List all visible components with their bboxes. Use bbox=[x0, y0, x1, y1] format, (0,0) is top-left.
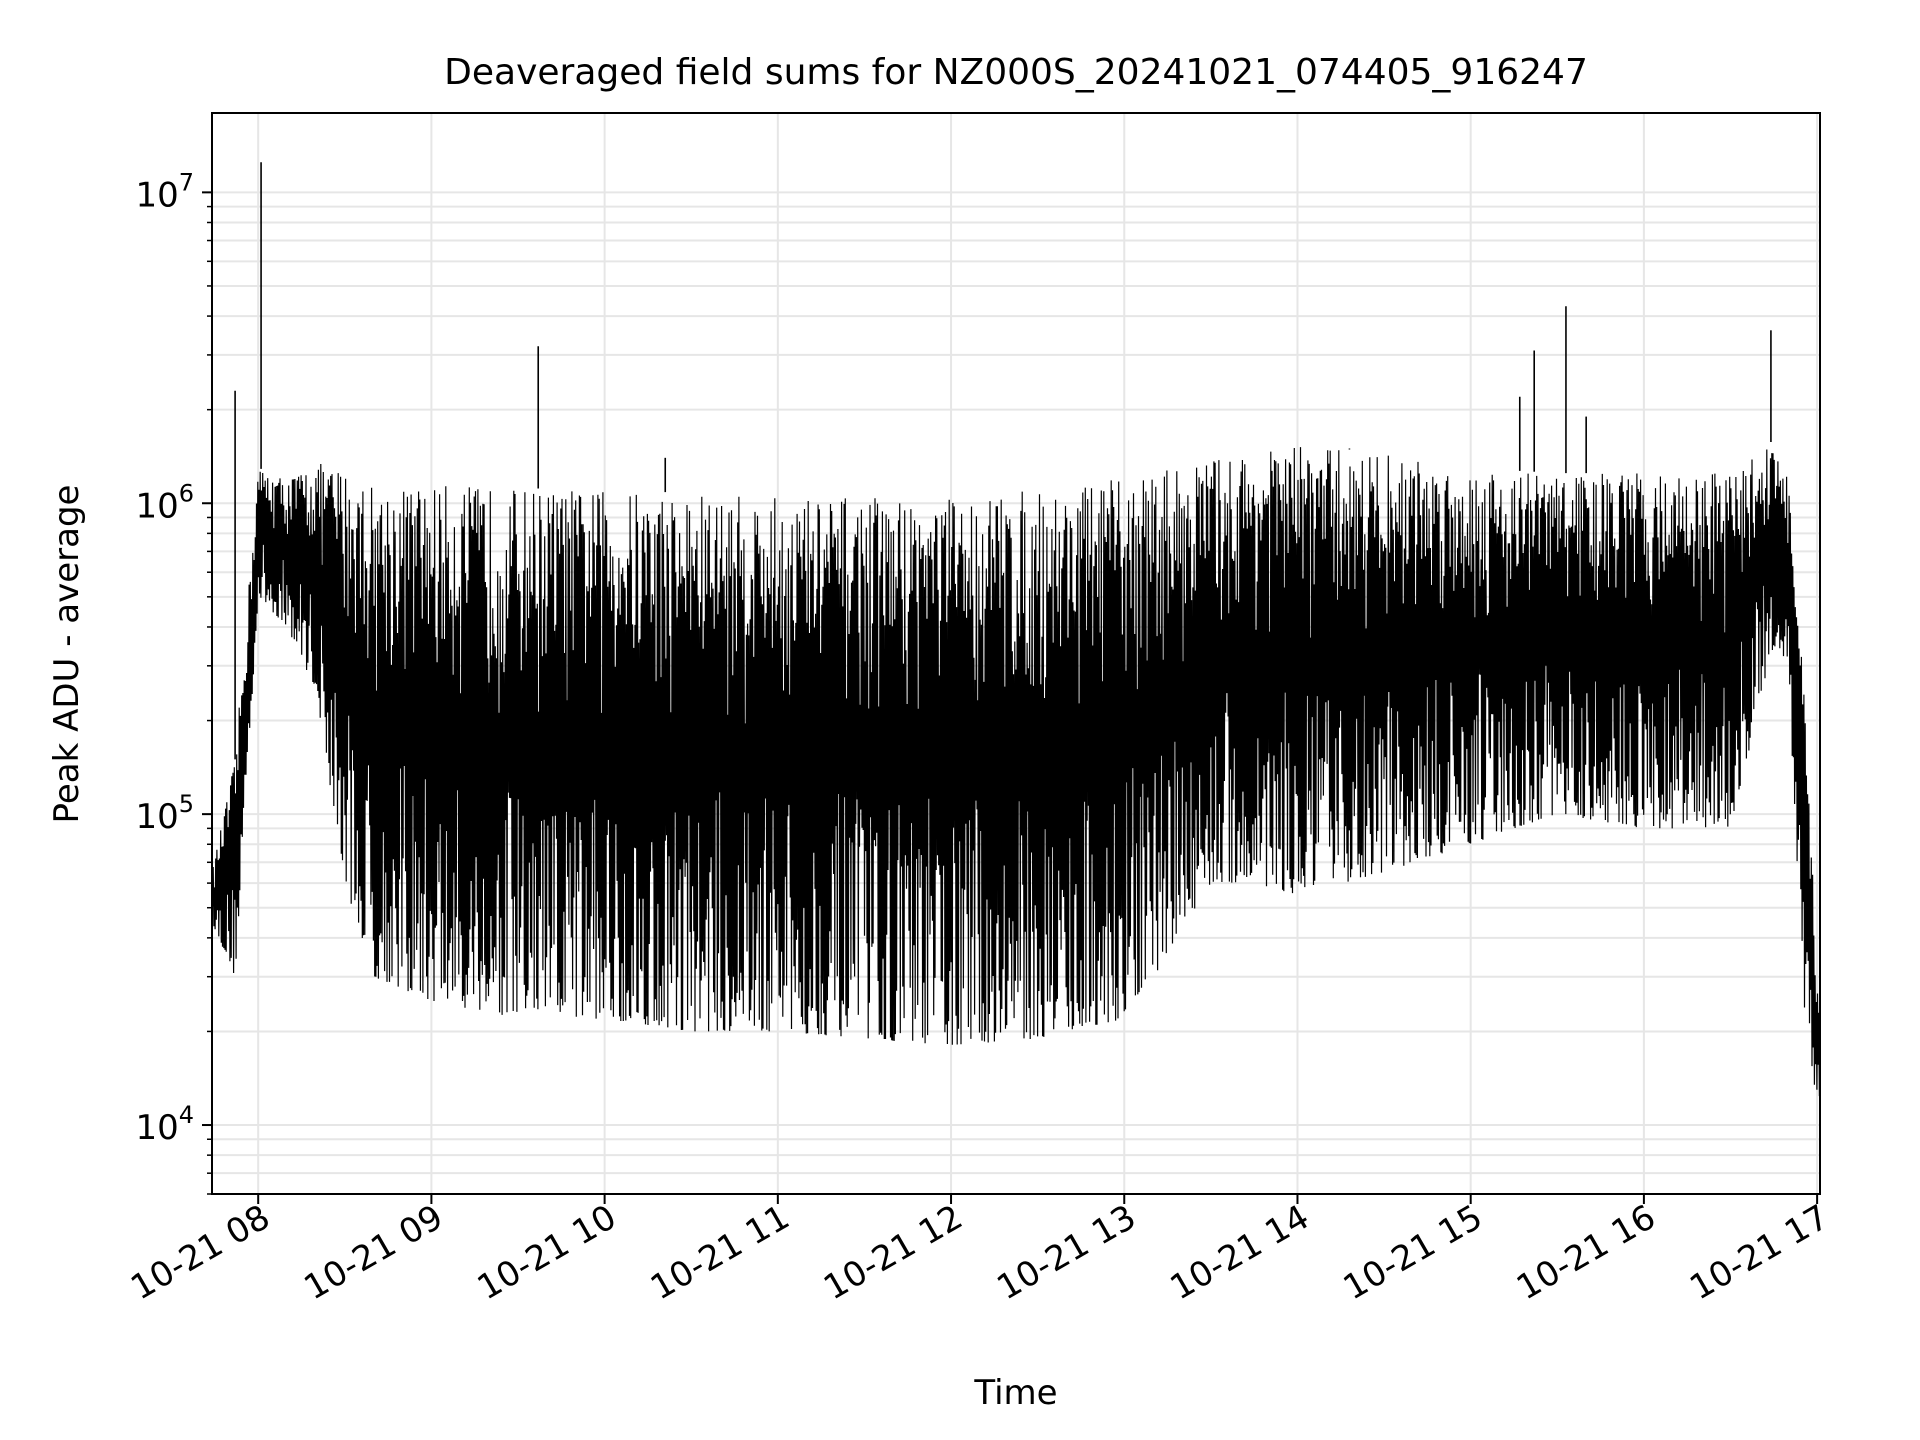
y-tick-label: 106 bbox=[135, 479, 194, 526]
y-tick-label: 104 bbox=[135, 1101, 194, 1148]
series-line bbox=[211, 447, 1821, 1097]
y-axis-label: Peak ADU - average bbox=[47, 485, 87, 824]
y-tick-label: 107 bbox=[135, 168, 194, 215]
x-axis-label: Time bbox=[973, 1373, 1057, 1413]
data-layer bbox=[211, 162, 1821, 1097]
plot-area bbox=[211, 112, 1821, 1195]
y-axis: 104 105 106 107 bbox=[135, 168, 212, 1195]
y-tick-label: 105 bbox=[135, 790, 194, 837]
axes-frame bbox=[211, 112, 1821, 1195]
chart-title: Deaveraged field sums for NZ000S_2024102… bbox=[444, 52, 1588, 93]
